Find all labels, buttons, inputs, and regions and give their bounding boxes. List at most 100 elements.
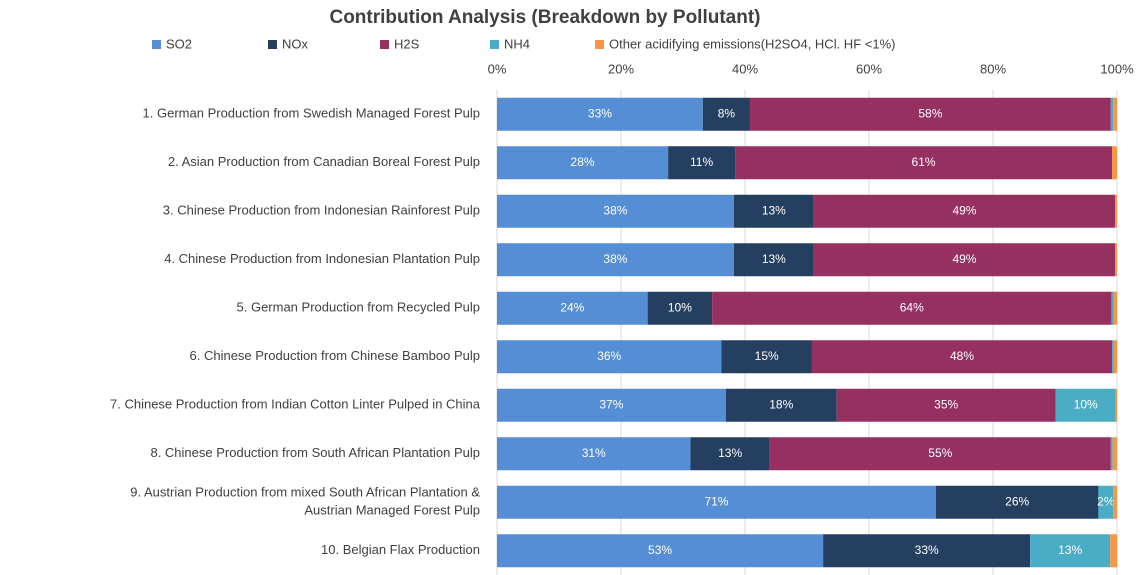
bar-segment — [702, 97, 750, 131]
value-label: 13% — [718, 446, 742, 460]
bar-segment — [749, 97, 1111, 131]
bar-segment — [1112, 437, 1117, 471]
bar-segment — [497, 194, 734, 228]
x-tick-label: 0% — [488, 61, 507, 76]
category-label: 6. Chinese Production from Chinese Bambo… — [190, 348, 481, 363]
bar-segment — [647, 291, 713, 325]
value-label: 31% — [582, 446, 606, 460]
bar-segment — [497, 437, 691, 471]
legend-label: NH4 — [504, 36, 530, 51]
bar-segment — [1113, 340, 1117, 374]
x-tick-label: 20% — [608, 61, 634, 76]
bar-segment — [497, 291, 648, 325]
bar-segment — [735, 146, 1113, 180]
bar-segment — [733, 243, 814, 277]
value-label: 38% — [603, 252, 627, 266]
bar-segment — [1110, 437, 1113, 471]
bar-segment — [1115, 388, 1117, 422]
bar-segment — [813, 243, 1116, 277]
bar-segment — [1030, 534, 1111, 568]
value-label: 49% — [952, 252, 976, 266]
x-tick-label: 80% — [980, 61, 1006, 76]
value-label: 18% — [769, 397, 793, 411]
x-tick-label: 100% — [1100, 61, 1134, 76]
value-label: 13% — [762, 203, 786, 217]
legend-label: H2S — [394, 36, 420, 51]
value-label: 10% — [1074, 397, 1098, 411]
bar-segment — [712, 291, 1112, 325]
value-label: 37% — [599, 397, 623, 411]
x-tick-label: 60% — [856, 61, 882, 76]
bar-segment — [497, 97, 703, 131]
bar-segment — [1113, 485, 1117, 519]
legend-swatch — [490, 40, 499, 49]
bar-segment — [690, 437, 770, 471]
value-label: 26% — [1005, 494, 1029, 508]
bar-segment — [497, 388, 726, 422]
category-label: 7. Chinese Production from Indian Cotton… — [110, 397, 481, 412]
legend-label: Other acidifying emissions(H2SO4, HCl. H… — [609, 36, 895, 51]
bar-segment — [497, 243, 734, 277]
value-label: 48% — [950, 349, 974, 363]
value-label: 61% — [912, 155, 936, 169]
value-label: 13% — [762, 252, 786, 266]
bar-segment — [497, 485, 936, 519]
category-label: 10. Belgian Flax Production — [321, 542, 480, 557]
x-tick-label: 40% — [732, 61, 758, 76]
value-label: 55% — [928, 446, 952, 460]
value-label: 13% — [1058, 543, 1082, 557]
bar-segment — [1055, 388, 1116, 422]
bar-segment — [497, 534, 824, 568]
value-label: 24% — [560, 300, 584, 314]
value-label: 36% — [597, 349, 621, 363]
value-label: 53% — [648, 543, 672, 557]
bar-segment — [1113, 291, 1117, 325]
chart-title: Contribution Analysis (Breakdown by Poll… — [329, 7, 760, 28]
value-label: 15% — [755, 349, 779, 363]
bar-segment — [811, 340, 1113, 374]
bar-segment — [733, 194, 814, 228]
category-label: 1. German Production from Swedish Manage… — [143, 106, 480, 121]
bar-segment — [1110, 534, 1117, 568]
bar-segment — [836, 388, 1056, 422]
legend-label: NOx — [282, 36, 309, 51]
value-label: 33% — [588, 106, 612, 120]
bar-segment — [668, 146, 736, 180]
value-label: 10% — [668, 300, 692, 314]
value-label: 11% — [690, 155, 713, 169]
value-label: 8% — [718, 106, 736, 120]
legend-label: SO2 — [166, 36, 192, 51]
category-label: 2. Asian Production from Canadian Boreal… — [168, 154, 480, 169]
bar-segment — [823, 534, 1031, 568]
value-label: 33% — [915, 543, 939, 557]
bar-segment — [769, 437, 1111, 471]
legend-swatch — [268, 40, 277, 49]
bar-segment — [1098, 485, 1114, 519]
bar-segment — [725, 388, 837, 422]
bar-segment — [1110, 97, 1114, 131]
value-label: 2% — [1097, 494, 1115, 508]
category-label: 8. Chinese Production from South African… — [150, 445, 480, 460]
value-label: 28% — [571, 155, 595, 169]
category-label: 3. Chinese Production from Indonesian Ra… — [163, 203, 480, 218]
bar-segment — [1112, 340, 1114, 374]
value-label: 64% — [900, 300, 924, 314]
category-label: 5. German Production from Recycled Pulp — [237, 300, 481, 315]
value-label: 71% — [704, 494, 728, 508]
bar-segment — [721, 340, 812, 374]
value-label: 35% — [934, 397, 958, 411]
value-label: 49% — [952, 203, 976, 217]
bar-segment — [1111, 291, 1114, 325]
bar-segment — [1113, 97, 1117, 131]
bar-segment — [497, 340, 722, 374]
bar-segment — [497, 146, 669, 180]
category-label: 4. Chinese Production from Indonesian Pl… — [164, 251, 480, 266]
legend-swatch — [380, 40, 389, 49]
bar-segment — [1115, 194, 1117, 228]
legend-swatch — [152, 40, 161, 49]
bar-segment — [1112, 146, 1117, 180]
legend-swatch — [595, 40, 604, 49]
value-label: 58% — [918, 106, 942, 120]
bar-segment — [935, 485, 1099, 519]
